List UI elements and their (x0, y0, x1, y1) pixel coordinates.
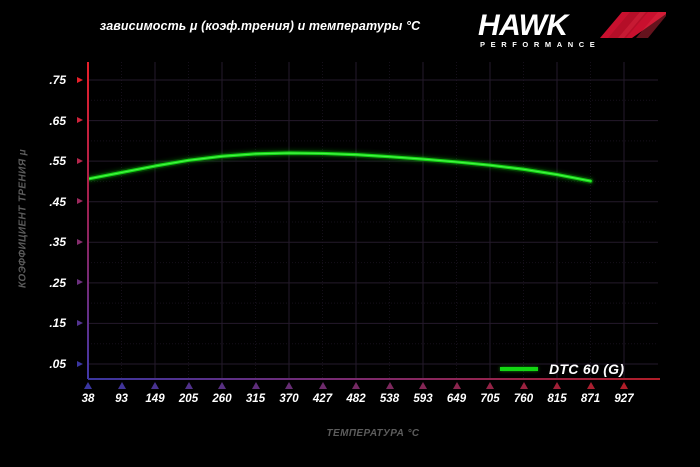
x-tick-arrow-icon (620, 382, 628, 389)
x-tick-label: 593 (413, 393, 433, 405)
hawk-tagline: PERFORMANCE (480, 40, 601, 49)
hawk-wordmark: HAWK (478, 9, 568, 42)
x-tick-arrow-icon (84, 382, 92, 389)
x-tick-arrow-icon (251, 382, 260, 389)
chart-title: зависимость μ (коэф.трения) и температур… (99, 19, 421, 33)
x-tick-arrow-icon (385, 382, 394, 389)
legend-swatch-dtc-60-g (500, 367, 538, 371)
x-tick-label: 260 (212, 393, 232, 405)
x-tick-label: 370 (279, 393, 299, 405)
x-axis-line (88, 378, 660, 380)
x-tick-arrow-icon (486, 382, 494, 389)
y-tick-label: .35 (49, 235, 66, 250)
x-tick-arrow-icon (519, 382, 528, 389)
x-tick-label: 705 (480, 393, 500, 405)
x-tick-label: 93 (115, 393, 128, 405)
series-dtc-60-g (88, 150, 594, 185)
y-tick-label: .05 (49, 357, 66, 371)
y-tick-label: .65 (49, 113, 66, 128)
legend-label-dtc-60-g: DTC 60 (G) (549, 361, 625, 377)
x-tick-label: 649 (446, 393, 467, 405)
x-tick-arrow-icon (184, 382, 193, 389)
x-tick-label: 538 (379, 393, 400, 405)
x-tick-arrow-icon (452, 382, 461, 389)
y-tick-label: .25 (49, 275, 66, 290)
chart-legend: DTC 60 (G) (500, 360, 624, 378)
x-axis-title: ТЕМПЕРАТУРА °C (326, 428, 420, 439)
y-tick-arrow-icon (77, 279, 83, 286)
y-axis-line (87, 62, 89, 379)
x-tick-arrow-icon (553, 382, 561, 389)
x-tick-label: 149 (145, 393, 165, 405)
x-tick-label: 315 (245, 393, 266, 405)
y-tick-label: .45 (49, 194, 66, 209)
y-tick-arrow-icon (77, 319, 83, 326)
x-tick-label: 205 (178, 393, 199, 405)
x-tick-label: 871 (580, 393, 601, 405)
x-tick-label: 927 (614, 393, 634, 405)
y-tick-arrow-icon (77, 76, 83, 83)
chart-gridlines (88, 62, 658, 378)
y-axis-ticks: .05 .15 .25 .35 .45 .55 .65 .75 (0, 0, 88, 467)
x-tick-arrow-icon (218, 382, 226, 389)
x-tick-arrow-icon (117, 382, 126, 389)
x-tick-arrow-icon (419, 382, 427, 389)
y-tick-arrow-icon (77, 117, 83, 124)
plot-area (88, 62, 658, 378)
y-tick-label: .55 (49, 154, 66, 169)
x-tick-label: 815 (547, 393, 567, 405)
y-tick-arrow-icon (77, 157, 83, 164)
x-tick-arrow-icon (586, 382, 595, 389)
y-tick-arrow-icon (77, 198, 83, 205)
x-tick-label: 38 (81, 393, 95, 405)
y-tick-arrow-icon (77, 238, 83, 245)
y-axis-title: КОЭФФИЦИЕНТ ТРЕНИЯ μ (17, 149, 29, 289)
y-tick-label: .15 (49, 316, 66, 331)
x-tick-arrow-icon (285, 382, 293, 389)
y-tick-arrow-icon (77, 360, 83, 367)
hawk-performance-logo: HAWK PERFORMANCE (478, 9, 666, 51)
x-tick-label: 760 (513, 393, 534, 405)
x-tick-label: 427 (312, 393, 333, 405)
x-tick-arrow-icon (352, 382, 360, 389)
x-tick-arrow-icon (318, 382, 327, 389)
hawk-swoosh-icon (600, 12, 666, 38)
y-tick-label: .75 (49, 73, 66, 87)
x-tick-arrow-icon (151, 382, 159, 389)
x-tick-label: 482 (346, 393, 366, 405)
